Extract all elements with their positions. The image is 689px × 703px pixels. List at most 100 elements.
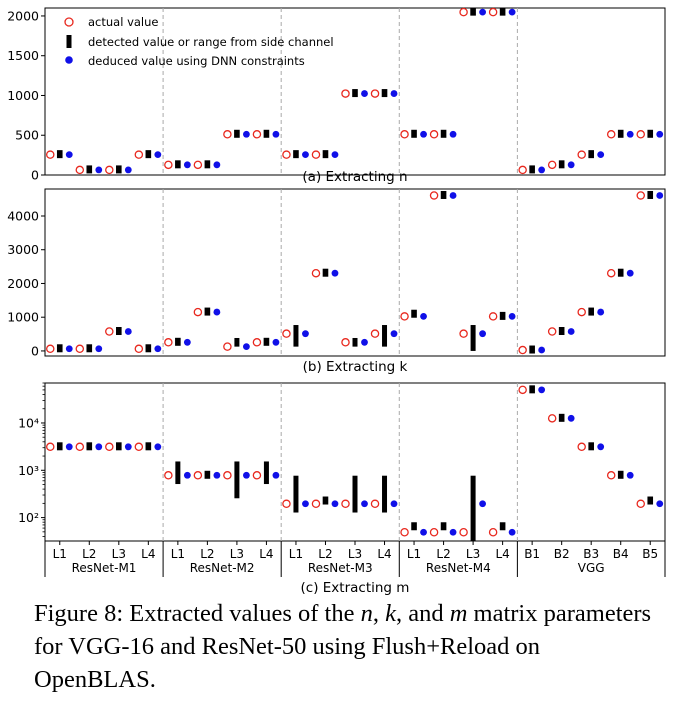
actual-value-point — [370, 329, 380, 338]
deduced-value-point — [449, 528, 457, 536]
deduced-value-point — [124, 328, 132, 335]
actual-value-point — [105, 442, 114, 452]
deduced-value-point — [183, 161, 191, 169]
y-tick-label: 0 — [31, 343, 39, 358]
caption-sep-2: , and — [395, 600, 450, 627]
deduced-value-point — [243, 130, 250, 138]
actual-value-point — [488, 312, 498, 321]
axes: 0 500 1000 1500 2000 0 1000 2000 3000 4000 10² 10³ 1… — [7, 8, 666, 577]
detected-value-marker — [145, 442, 152, 451]
x-tick-label: L1 — [53, 547, 67, 561]
actual-value-point — [105, 327, 114, 336]
legend: actual value detected value or range fro… — [64, 15, 334, 68]
deduced-value-point — [213, 161, 221, 169]
y-tick-label: 1000 — [7, 88, 39, 103]
group-label: ResNet-M1 — [72, 561, 137, 575]
caption-suffix: matrix parameters for VGG-16 and ResNet-… — [34, 600, 652, 693]
actual-value-point — [636, 191, 645, 200]
detected-value-marker — [499, 311, 506, 320]
deduced-value-point — [65, 443, 73, 451]
detected-value-marker — [56, 344, 63, 353]
actual-value-point — [223, 471, 232, 480]
detected-value-marker — [499, 522, 506, 531]
deduced-value-point — [154, 345, 162, 353]
deduced-value-point — [656, 130, 664, 138]
deduced-value-point — [183, 471, 191, 479]
actual-value-point — [164, 160, 173, 170]
actual-value-point — [164, 471, 173, 480]
detected-value-marker — [617, 129, 624, 138]
detected-value-marker — [470, 7, 476, 16]
deduced-value-point — [65, 345, 73, 353]
deduced-value-point — [626, 130, 634, 138]
deduced-value-point — [538, 386, 546, 394]
deduced-value-point — [656, 192, 664, 199]
x-tick-label: L3 — [112, 547, 126, 561]
y-tick-label: 10⁴ — [18, 415, 39, 430]
detected-value-marker — [204, 470, 211, 479]
actual-value-point — [459, 7, 468, 17]
actual-value-point — [311, 268, 321, 278]
actual-value-point — [311, 150, 321, 159]
detected-range-bar — [175, 461, 181, 485]
deduced-value-point — [479, 8, 486, 16]
detected-value-marker — [411, 522, 417, 531]
actual-value-point — [46, 150, 55, 159]
chart-marks — [46, 7, 664, 541]
actual-value-point — [282, 150, 291, 159]
actual-value-point — [400, 527, 409, 537]
detected-value-marker — [116, 327, 122, 336]
detected-value-marker — [86, 344, 93, 353]
deduced-value-point — [538, 166, 546, 174]
actual-value-point — [429, 130, 439, 139]
detected-value-marker — [529, 385, 535, 394]
deduced-value-point — [183, 338, 191, 346]
actual-value-point — [134, 442, 144, 452]
actual-value-point — [518, 165, 527, 175]
detected-value-marker — [617, 470, 624, 479]
deduced-value-point — [449, 192, 457, 199]
caption-k: k — [385, 600, 396, 627]
actual-value-point — [488, 527, 498, 537]
detected-value-marker — [116, 165, 122, 174]
actual-value-point — [46, 344, 55, 354]
panel-a-frame — [44, 7, 666, 176]
deduced-value-point — [302, 330, 309, 338]
detected-value-marker — [56, 442, 63, 451]
detected-value-marker — [499, 7, 506, 16]
actual-value-point — [488, 7, 498, 17]
deduced-value-point — [95, 345, 103, 353]
detected-value-marker — [175, 337, 181, 346]
detected-value-marker — [381, 89, 388, 98]
actual-value-point — [282, 499, 291, 509]
actual-value-point — [134, 344, 144, 354]
caption-m: m — [449, 600, 468, 627]
deduced-value-point — [124, 443, 132, 451]
deduced-value-point — [302, 151, 309, 159]
detected-range-bar — [470, 475, 476, 541]
actual-value-point — [459, 329, 468, 338]
legend-deduced-marker — [65, 56, 73, 64]
deduced-value-point — [95, 443, 103, 451]
legend-actual-marker — [64, 17, 74, 27]
actual-value-point — [193, 307, 203, 317]
detected-value-marker — [558, 160, 565, 169]
detected-value-marker — [204, 307, 211, 316]
panel-b-title: (b) Extracting k — [303, 359, 408, 375]
detected-value-marker — [145, 344, 152, 353]
deduced-value-point — [479, 330, 486, 338]
actual-value-point — [577, 150, 586, 159]
group-label: ResNet-M2 — [190, 561, 255, 575]
x-tick-label: L2 — [82, 547, 96, 561]
detected-value-marker — [647, 129, 654, 138]
actual-value-point — [311, 499, 321, 509]
actual-value-point — [193, 160, 203, 170]
x-tick-label: L4 — [377, 547, 391, 561]
deduced-value-point — [65, 151, 73, 159]
actual-value-point — [370, 89, 380, 98]
actual-value-point — [341, 338, 350, 347]
x-tick-label: L4 — [259, 547, 273, 561]
deduced-value-point — [449, 130, 457, 138]
figure: 0 500 1000 1500 2000 0 1000 2000 3000 4000 10² 10³ 1… — [7, 7, 666, 596]
detected-value-marker — [56, 150, 63, 159]
